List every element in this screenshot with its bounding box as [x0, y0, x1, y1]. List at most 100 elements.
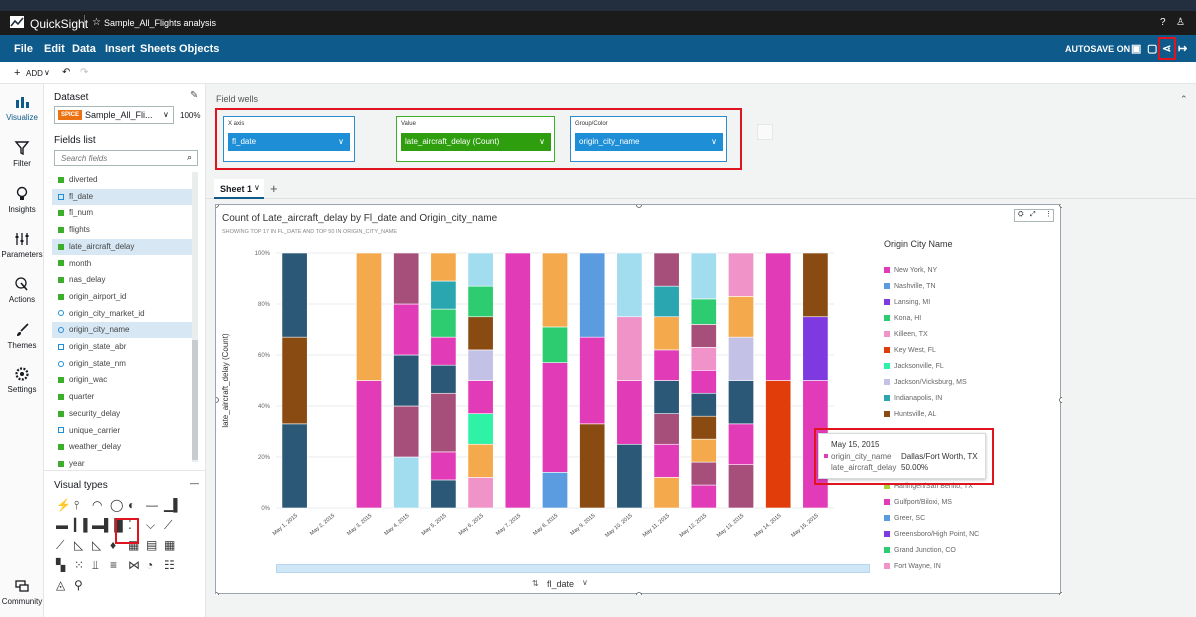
field-item-origin-city-name[interactable]: origin_city_name — [52, 322, 198, 339]
visual-type-icon[interactable]: ◯ — [110, 498, 124, 512]
legend-entry[interactable]: Kona, HI — [884, 315, 921, 322]
app-brand[interactable]: QuickSight — [30, 17, 89, 31]
legend-entry[interactable]: Fort Wayne, IN — [884, 563, 941, 570]
field-item-origin-airport-id[interactable]: origin_airport_id — [52, 289, 198, 305]
visual-type-icon[interactable]: ▦ — [164, 538, 176, 552]
menu-edit[interactable]: Edit — [44, 43, 65, 55]
nav-community[interactable]: Community — [0, 578, 44, 606]
visual-type-icon[interactable]: — — [146, 498, 158, 512]
nav-settings[interactable]: Settings — [0, 366, 44, 394]
tab-sheet-1[interactable]: Sheet 1 ∨ — [214, 179, 264, 199]
save-icon[interactable]: ▣ — [1131, 43, 1142, 55]
visual-type-icon[interactable]: ◐ — [128, 498, 136, 512]
legend-entry[interactable]: Key West, FL — [884, 347, 936, 354]
field-item-flights[interactable]: flights — [52, 222, 198, 238]
field-item-origin-city-market-id[interactable]: origin_city_market_id — [52, 306, 198, 322]
legend-entry[interactable]: Grand Junction, CO — [884, 547, 956, 554]
x-axis-field-label[interactable]: fl_date — [547, 579, 575, 589]
collapse-wells-icon[interactable]: ⌃ — [1180, 94, 1188, 104]
pencil-icon[interactable]: ✎ — [190, 90, 199, 101]
field-item-origin-state-nm[interactable]: origin_state_nm — [52, 356, 198, 372]
visual-type-icon[interactable]: ⌵ — [146, 518, 156, 532]
x-axis-field-chip[interactable]: fl_date ∨ — [228, 133, 350, 151]
legend-entry[interactable]: Nashville, TN — [884, 283, 936, 290]
visual-type-icon[interactable]: ♦ — [110, 538, 117, 552]
chevron-down-icon[interactable]: ∨ — [582, 578, 588, 587]
visual-type-icon[interactable]: ◔ — [146, 558, 154, 572]
legend-entry[interactable]: Jacksonville, FL — [884, 363, 944, 370]
visual-type-icon[interactable]: ⚲ — [74, 578, 83, 592]
nav-visualize[interactable]: Visualize — [0, 94, 44, 122]
legend-entry[interactable]: Huntsville, AL — [884, 411, 936, 418]
field-item-diverted[interactable]: diverted — [52, 172, 198, 188]
field-item-origin-wac[interactable]: origin_wac — [52, 372, 198, 388]
visual-card[interactable]: Count of Late_aircraft_delay by Fl_date … — [215, 204, 1062, 595]
nav-insights[interactable]: Insights — [0, 186, 44, 214]
visual-type-icon[interactable]: ▁▌ — [164, 498, 182, 512]
visual-type-icon[interactable]: ⟋ — [56, 538, 65, 552]
field-item-quarter[interactable]: quarter — [52, 389, 198, 405]
visual-type-icon[interactable]: ⁚ — [128, 518, 132, 532]
group-color-well[interactable]: Group/Color origin_city_name ∨ — [570, 116, 727, 162]
legend-entry[interactable]: Harlingen/San Benito, TX — [884, 483, 973, 490]
user-icon[interactable]: ♙ — [1176, 17, 1185, 28]
field-item-security-delay[interactable]: security_delay — [52, 406, 198, 422]
visual-type-icon[interactable]: ☷ — [164, 558, 175, 572]
visual-type-icon[interactable]: ⫫ — [92, 558, 99, 572]
visual-type-icon[interactable]: ▬▌ — [92, 518, 113, 532]
nav-themes[interactable]: Themes — [0, 322, 44, 350]
nav-parameters[interactable]: Parameters — [0, 231, 44, 259]
help-icon[interactable]: ? — [1160, 17, 1166, 28]
field-item-fl-num[interactable]: fl_num — [52, 205, 198, 221]
redo-icon[interactable]: ↷ — [80, 67, 89, 78]
search-fields-input[interactable] — [55, 151, 179, 165]
field-item-origin-state-abr[interactable]: origin_state_abr — [52, 339, 198, 355]
field-item-weather-delay[interactable]: weather_delay — [52, 439, 198, 455]
visual-type-icon[interactable]: ▐▌ — [110, 518, 128, 532]
visual-type-icon[interactable]: ◺ — [74, 538, 84, 552]
autosave-toggle[interactable]: AUTOSAVE ON — [1065, 44, 1131, 54]
scrollbar-thumb[interactable] — [192, 340, 198, 460]
field-item-fl-date[interactable]: fl_date — [52, 188, 198, 205]
field-item-unique-carrier[interactable]: unique_carrier — [52, 423, 198, 439]
field-item-nas-delay[interactable]: nas_delay — [52, 272, 198, 288]
visual-type-icon[interactable]: ◬ — [56, 578, 66, 592]
visual-type-icon[interactable]: ≡ — [110, 558, 118, 572]
visual-type-icon[interactable]: ▚ — [56, 558, 66, 572]
legend-entry[interactable]: Indianapolis, IN — [884, 395, 942, 402]
export-icon[interactable]: ↦ — [1178, 43, 1188, 55]
visual-type-icon[interactable]: ▬ — [56, 518, 68, 532]
expand-icon[interactable]: ⤢ — [1030, 211, 1036, 218]
x-scrollbar[interactable] — [276, 564, 870, 573]
legend-entry[interactable]: Gulfport/Biloxi, MS — [884, 499, 952, 506]
undo-icon[interactable]: ↶ — [62, 67, 71, 78]
publish-icon[interactable]: ▢ — [1147, 43, 1158, 55]
visual-title[interactable]: Count of Late_aircraft_delay by Fl_date … — [222, 213, 498, 224]
menu-insert[interactable]: Insert — [105, 43, 135, 55]
legend-entry[interactable]: Killeen, TX — [884, 331, 928, 338]
menu-data[interactable]: Data — [72, 43, 96, 55]
visual-type-icon[interactable]: ⟋ — [164, 518, 173, 532]
chevron-down-icon[interactable]: ∨ — [44, 68, 50, 77]
value-well[interactable]: Value late_aircraft_delay (Count) ∨ — [396, 116, 555, 162]
visual-type-icon[interactable]: ▦ — [128, 538, 140, 552]
visual-type-icon[interactable]: ⋈ — [128, 558, 140, 572]
group-field-chip[interactable]: origin_city_name ∨ — [575, 133, 723, 151]
analysis-title[interactable]: Sample_All_Flights analysis — [104, 18, 217, 28]
x-axis-well[interactable]: X axis fl_date ∨ — [223, 116, 355, 162]
legend-entry[interactable]: Greer, SC — [884, 515, 925, 522]
extra-well-slot[interactable] — [757, 124, 773, 140]
collapse-icon[interactable]: — — [190, 478, 199, 488]
legend-entry[interactable]: Greensboro/High Point, NC — [884, 531, 979, 538]
visual-type-icon[interactable]: ⁙ — [74, 558, 85, 572]
format-icon[interactable]: ⛭ — [1018, 211, 1024, 218]
legend-entry[interactable]: New York, NY — [884, 267, 937, 274]
sort-icon[interactable]: ⇅ — [532, 579, 539, 588]
nav-filter[interactable]: Filter — [0, 140, 44, 168]
visual-type-icon[interactable]: ⫯ — [74, 498, 80, 512]
add-sheet-button[interactable]: + — [270, 181, 278, 196]
dataset-selector[interactable]: SPICE Sample_All_Fli... ∨ — [54, 106, 174, 124]
menu-objects[interactable]: Objects — [179, 43, 220, 55]
visual-type-icon[interactable]: ◠ — [92, 498, 103, 512]
nav-actions[interactable]: Actions — [0, 276, 44, 304]
